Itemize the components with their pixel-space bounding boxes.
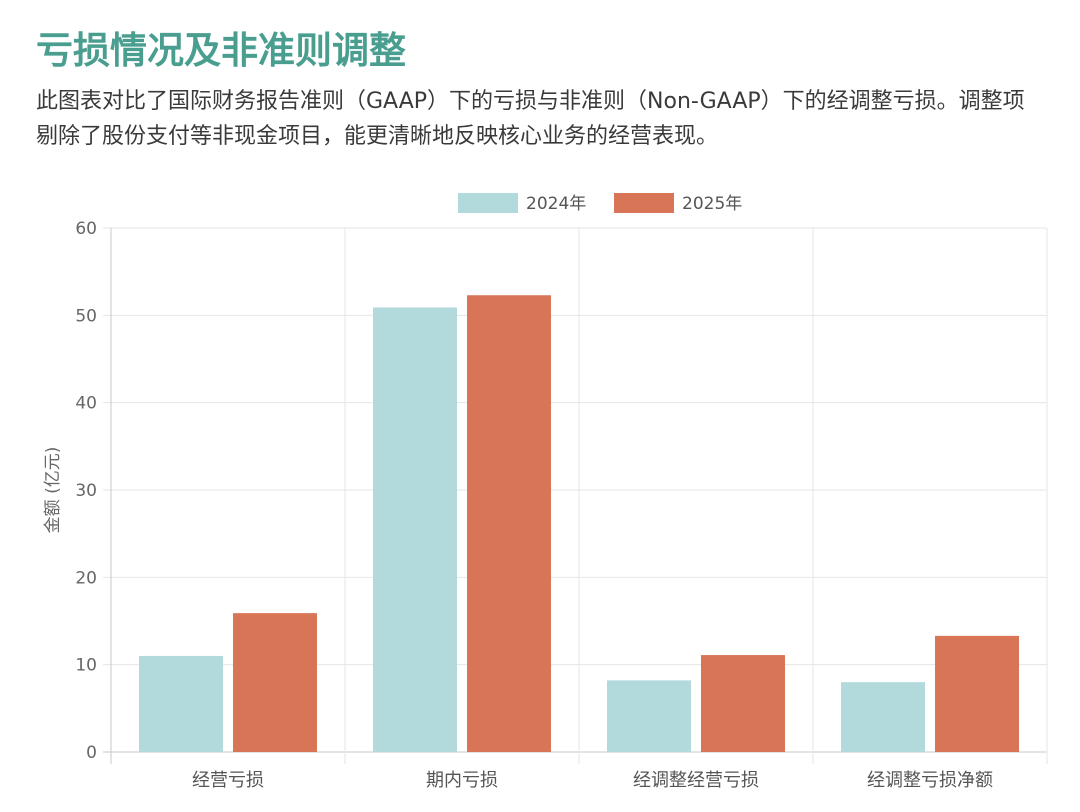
bar-b-1[interactable]	[467, 295, 551, 752]
legend-label[interactable]: 2025年	[682, 194, 742, 214]
legend-label[interactable]: 2024年	[526, 194, 586, 214]
bar-b-0[interactable]	[233, 613, 317, 752]
y-axis-title: 金额 (亿元)	[43, 447, 63, 534]
bar-b-3[interactable]	[935, 635, 1019, 752]
y-tick-label: 0	[86, 743, 97, 763]
page-description: 此图表对比了国际财务报告准则（GAAP）下的亏损与非准则（Non-GAAP）下的…	[36, 89, 1025, 149]
page-title: 亏损情况及非准则调整	[36, 29, 406, 72]
x-tick-label: 经营亏损	[192, 770, 264, 791]
bar-a-2[interactable]	[607, 680, 691, 752]
y-tick-label: 30	[75, 481, 97, 501]
chart-legend: 2024年 2025年	[458, 193, 742, 214]
y-tick-label: 20	[75, 568, 97, 588]
x-axis: 经营亏损 期内亏损 经调整经营亏损 经调整亏损净额	[192, 770, 993, 791]
x-tick-label: 期内亏损	[426, 770, 498, 791]
bar-a-1[interactable]	[373, 307, 457, 752]
y-tick-label: 10	[75, 656, 97, 676]
bars	[139, 295, 1019, 752]
y-tick-label: 50	[75, 306, 97, 326]
y-tick-label: 60	[75, 219, 97, 239]
legend-swatch[interactable]	[458, 193, 518, 213]
x-tick-label: 经调整亏损净额	[867, 770, 993, 791]
y-axis: 0 10 20 30 40 50 60	[75, 219, 97, 763]
legend-swatch[interactable]	[614, 193, 674, 213]
x-tick-label: 经调整经营亏损	[633, 770, 759, 791]
y-tick-label: 40	[75, 394, 97, 414]
bar-b-2[interactable]	[701, 655, 785, 752]
bar-a-3[interactable]	[841, 682, 925, 752]
bar-a-0[interactable]	[139, 655, 223, 752]
